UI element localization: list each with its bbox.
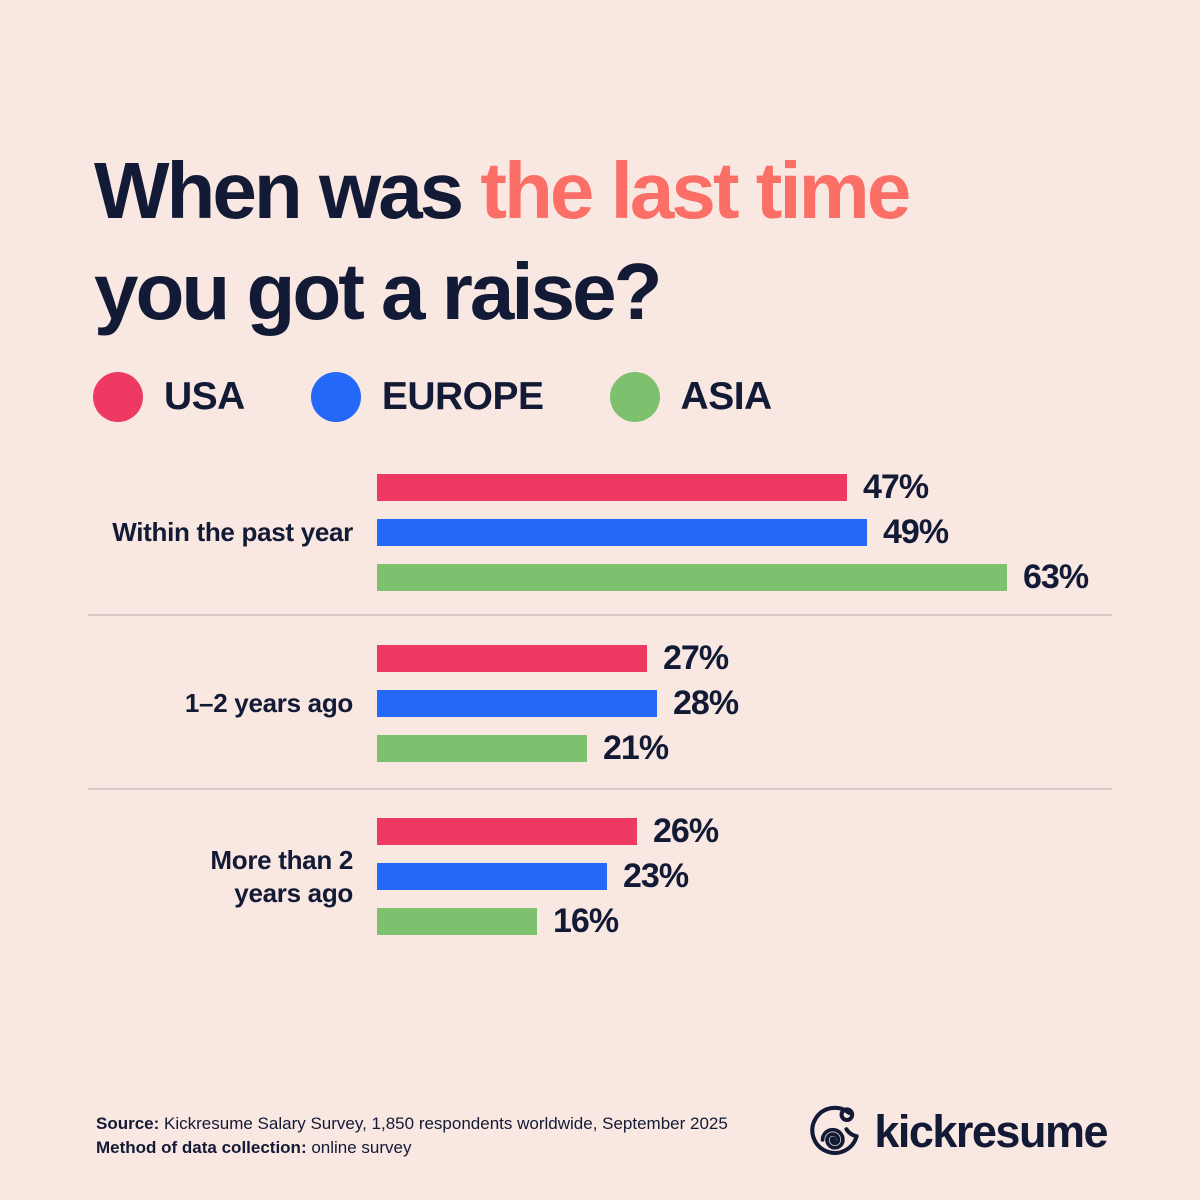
bar-row: 47% [377, 468, 1088, 506]
footer-source-line: Source: Kickresume Salary Survey, 1,850 … [96, 1112, 728, 1136]
bar-europe [377, 690, 657, 717]
bar-usa [377, 818, 637, 845]
footer-note: Source: Kickresume Salary Survey, 1,850 … [96, 1112, 728, 1160]
bar-row: 23% [377, 857, 718, 895]
category-label-line: 1–2 years ago [184, 688, 353, 718]
title-accent-part: the last time [480, 145, 911, 235]
brand-name: kickresume [874, 1105, 1108, 1157]
footer-method-label: Method of data collection: [96, 1138, 307, 1157]
bar-row: 26% [377, 812, 719, 850]
bar-europe [377, 519, 867, 546]
bar-usa [377, 474, 847, 501]
chameleon-icon [808, 1103, 861, 1159]
title-dark-part: When was [94, 145, 481, 235]
category-label: 1–2 years ago [96, 687, 353, 720]
category-label: More than 2 years ago [96, 844, 353, 910]
legend-item-usa: USA [93, 372, 245, 422]
category-label-line: More than 2 [210, 844, 353, 875]
legend-item-europe: EUROPE [310, 372, 544, 422]
bar-row: 16% [377, 902, 718, 940]
bar-row: 49% [377, 513, 1088, 551]
bar-value-label: 47% [863, 468, 929, 506]
legend-dot-europe-icon [310, 372, 361, 422]
footer-method-text: online survey [306, 1138, 412, 1157]
bar-europe [377, 863, 607, 890]
bar-row: 27% [377, 639, 738, 677]
legend-item-asia: ASIA [609, 372, 773, 422]
bar-value-label: 23% [623, 857, 689, 895]
brand-logo: kickresume [808, 1102, 1108, 1160]
bar-value-label: 49% [883, 513, 949, 551]
bar-list: 27% 28% 21% [377, 639, 739, 767]
chart-group: Within the past year 47% 49% 63% [96, 468, 1106, 596]
footer-method-line: Method of data collection: online survey [96, 1136, 728, 1160]
bar-asia [377, 735, 587, 762]
bar-row: 21% [377, 729, 738, 767]
bar-value-label: 26% [653, 812, 719, 850]
legend-dot-asia-icon [609, 372, 660, 422]
bar-list: 47% 49% 63% [377, 468, 1089, 596]
bar-value-label: 16% [553, 902, 619, 940]
legend-label: EUROPE [381, 375, 544, 418]
category-label-line: Within the past year [112, 517, 353, 547]
chart-group: More than 2 years ago 26% 23% 16% [96, 812, 1106, 940]
legend-label: ASIA [680, 375, 773, 418]
group-divider [88, 614, 1112, 616]
category-label: Within the past year [96, 516, 353, 549]
legend-label: USA [164, 375, 245, 418]
bar-asia [377, 564, 1007, 591]
bar-value-label: 27% [663, 639, 729, 677]
title-line2: you got a raise? [94, 246, 662, 336]
page-title: When was the last time you got a raise? [94, 140, 911, 342]
footer-source-label: Source: [96, 1114, 160, 1133]
bar-value-label: 63% [1023, 558, 1089, 596]
bar-row: 28% [377, 684, 739, 722]
bar-usa [377, 645, 647, 672]
chart-group: 1–2 years ago 27% 28% 21% [96, 639, 1106, 767]
chart-legend: USA EUROPE ASIA [93, 372, 772, 422]
bar-asia [377, 908, 537, 935]
footer-source-text: Kickresume Salary Survey, 1,850 responde… [159, 1114, 728, 1133]
bar-value-label: 21% [603, 729, 669, 767]
category-label-line: years ago [234, 877, 353, 908]
bar-list: 26% 23% 16% [377, 812, 719, 940]
legend-dot-usa-icon [93, 372, 143, 422]
group-divider [88, 788, 1112, 790]
bar-value-label: 28% [673, 684, 739, 722]
bar-row: 63% [377, 558, 1089, 596]
